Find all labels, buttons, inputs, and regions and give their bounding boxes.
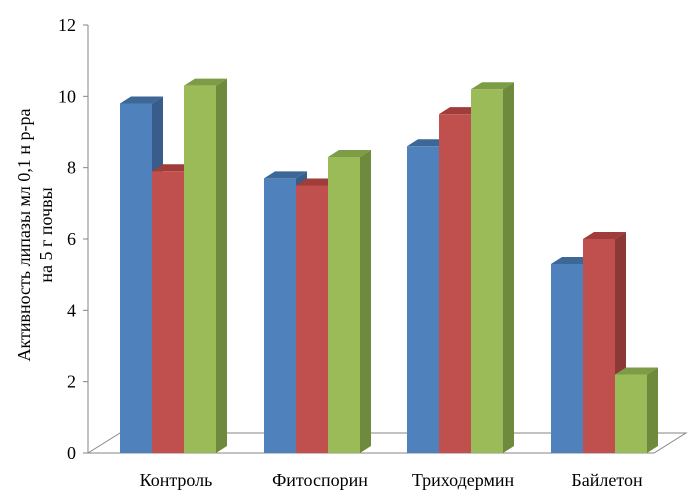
bar-front-face: [471, 89, 503, 453]
bar-top-face: [184, 78, 227, 86]
bar-top-face: [120, 96, 163, 104]
bar-top-face: [583, 232, 626, 239]
bar-front-face: [615, 374, 647, 453]
bar-front-face: [184, 85, 216, 453]
bar-side-face: [503, 82, 514, 453]
bar-0-2: [184, 78, 227, 453]
y-axis-title: Активность липазы мл 0,1 н р-ра на 5 г по…: [14, 108, 56, 361]
y-axis: 0 2 4 6 8 10 12: [58, 15, 89, 463]
bar-2-2: [471, 82, 514, 453]
x-tick-label: Триходермин: [412, 470, 515, 490]
bar-front-face: [328, 156, 360, 453]
x-tick-label: Контроль: [140, 470, 213, 490]
bar-front-face: [296, 185, 328, 453]
y-axis-label-line: Активность липазы мл 0,1 н р-ра: [14, 108, 34, 361]
bar-front-face: [120, 103, 152, 453]
bar-front-face: [551, 263, 583, 453]
y-tick-label: 0: [67, 443, 76, 463]
bar-top-face: [471, 82, 514, 90]
bar-front-face: [407, 146, 439, 453]
x-tick-label: Байлетон: [571, 470, 643, 490]
x-axis-labels: Контроль Фитоспорин Триходермин Байлетон: [140, 470, 643, 490]
bar-front-face: [439, 114, 471, 454]
bar-3-2: [615, 367, 658, 453]
bar-top-face: [264, 171, 307, 179]
bar-front-face: [264, 178, 296, 453]
y-tick-label: 4: [67, 300, 76, 320]
y-tick-label: 6: [67, 229, 76, 249]
y-axis-label: Активность липазы мл 0,1 н р-ра на 5 г по…: [14, 108, 56, 361]
bar-side-face: [216, 78, 227, 453]
bars: [120, 78, 658, 454]
bar-side-face: [647, 367, 658, 453]
y-tick-label: 2: [67, 372, 76, 392]
y-tick-label: 8: [67, 158, 76, 178]
bar-front-face: [583, 239, 615, 453]
x-tick-label: Фитоспорин: [272, 470, 368, 490]
bar-side-face: [360, 149, 371, 453]
bar-top-face: [615, 367, 658, 375]
bar-top-face: [328, 149, 371, 157]
bar-front-face: [152, 171, 184, 453]
y-tick-label: 10: [58, 86, 76, 106]
y-axis-label-line: на 5 г почвы: [36, 187, 56, 282]
bar-1-2: [328, 149, 371, 453]
y-tick-label: 12: [58, 15, 76, 35]
